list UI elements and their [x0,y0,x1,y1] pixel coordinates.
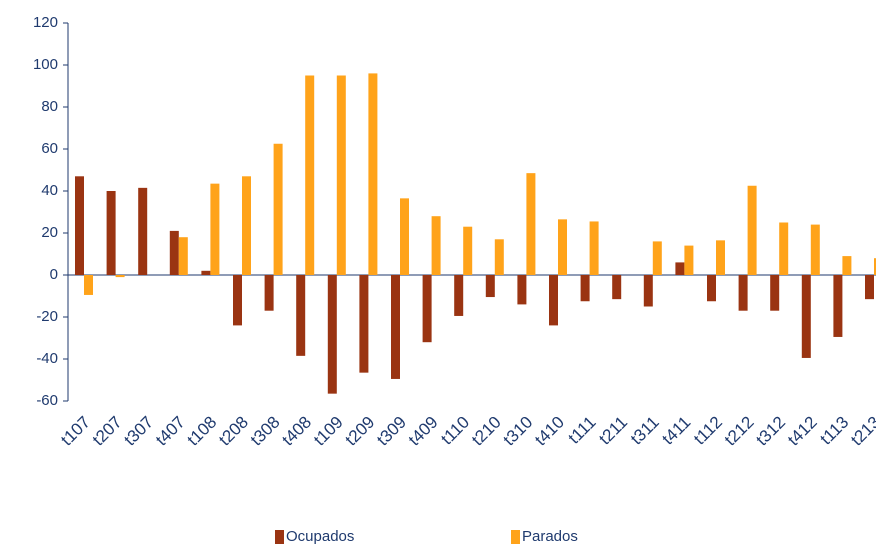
bar [707,275,716,302]
y-tick-label: -60 [36,392,58,409]
x-tick-label: t211 [595,413,631,449]
bar [368,73,378,276]
x-tick-label: t212 [721,413,758,450]
y-tick-label: -40 [36,350,58,367]
x-tick-label: t112 [690,413,726,449]
bar [115,275,125,278]
bar [580,275,590,302]
bar [431,216,441,275]
bar [178,237,188,275]
bar [526,173,536,275]
bar [494,239,504,275]
bar [359,275,369,373]
bar [422,275,432,343]
bar [652,241,662,275]
bar [684,245,694,275]
bar [296,275,306,356]
x-tick-label: t213 [847,413,876,450]
x-tick-label: t210 [468,413,505,450]
bar [643,275,653,307]
bar [106,191,116,275]
x-tick-label: t109 [310,413,347,450]
bar [810,224,820,275]
legend-swatch [511,530,520,544]
bar [589,221,599,275]
x-tick-label: t113 [816,413,852,449]
bar [833,275,843,337]
bar [242,176,251,275]
bar [842,256,852,275]
x-tick-label: t111 [565,413,600,448]
bar [169,230,179,275]
bar [201,270,211,275]
x-tick-label: t411 [658,413,694,449]
bar [463,226,473,275]
bar [612,275,622,300]
bar [391,275,400,379]
x-tick-label: t310 [500,413,537,450]
x-tick-label: t307 [120,413,157,450]
y-tick-label: 120 [33,14,58,31]
bar [400,198,409,275]
y-tick-label: 80 [41,98,58,115]
bar [675,262,685,275]
legend-label: Parados [522,528,578,545]
legend-label: Ocupados [286,528,354,545]
bar [716,240,725,275]
y-tick-label: 60 [41,140,58,157]
bar [865,275,874,300]
y-tick-label: 0 [50,266,58,283]
x-tick-label: t108 [184,413,221,450]
bar [233,275,242,326]
y-tick-label: 20 [41,224,58,241]
y-tick-label: 40 [41,182,58,199]
bar [75,176,84,275]
bar [558,219,567,275]
bar [801,275,811,358]
bar [485,275,495,298]
bar [264,275,274,311]
legend-swatch [275,530,284,544]
x-tick-label: t107 [57,413,94,450]
x-tick-label: t308 [247,413,284,450]
bar [874,258,876,275]
bar [273,143,283,275]
bar [747,185,757,275]
x-tick-label: t412 [784,413,821,450]
x-tick-label: t208 [215,413,252,450]
bar [549,275,558,326]
bar [138,187,148,275]
x-tick-label: t408 [278,413,315,450]
x-tick-label: t309 [373,413,410,450]
bar [210,183,220,275]
bar [84,275,93,295]
bar [738,275,748,311]
bar [770,275,780,311]
x-tick-label: t312 [752,413,789,450]
x-tick-label: t110 [437,413,473,449]
x-tick-label: t410 [531,413,568,450]
bar [305,75,315,275]
bar [327,275,337,394]
bar [454,275,464,316]
x-tick-label: t409 [405,413,442,450]
y-tick-label: 100 [33,56,58,73]
bar [336,75,346,275]
bar [517,275,527,305]
bar [779,222,789,275]
x-tick-label: t207 [89,413,126,450]
x-tick-label: t311 [627,413,663,449]
x-tick-label: t407 [152,413,189,450]
x-tick-label: t209 [342,413,379,450]
y-tick-label: -20 [36,308,58,325]
